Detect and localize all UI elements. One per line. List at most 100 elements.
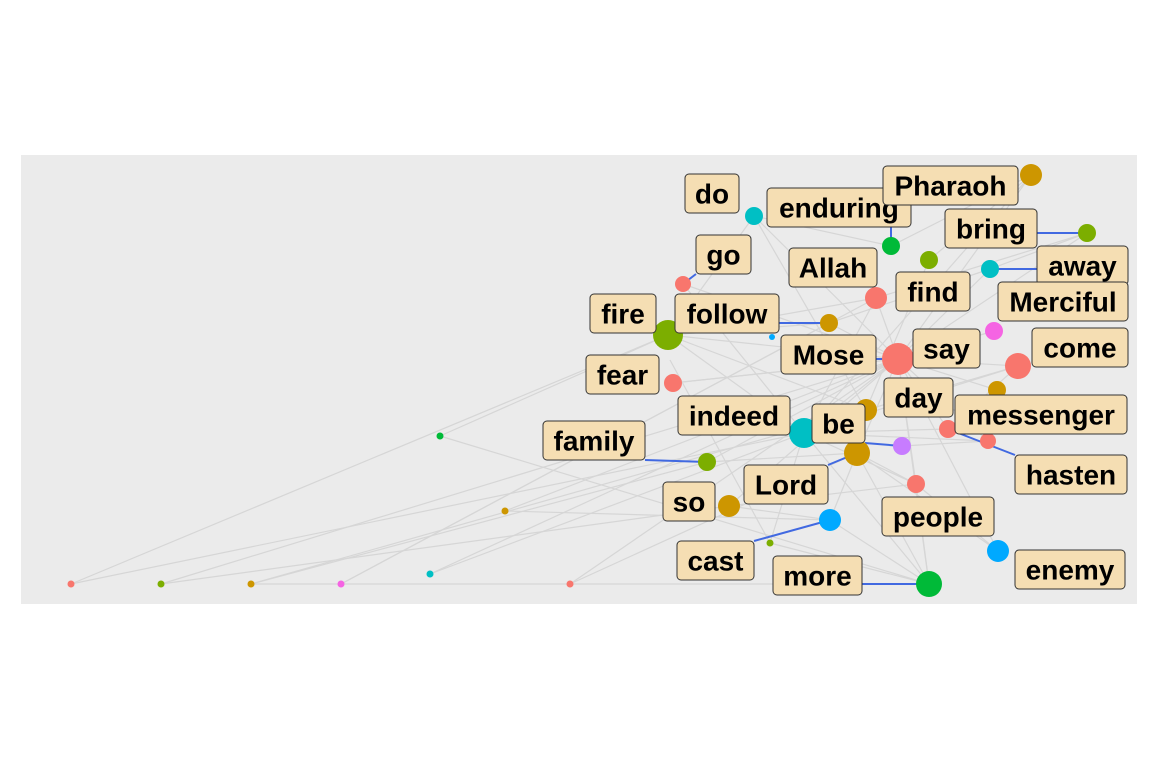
label-box — [542, 420, 646, 461]
label-text: find — [907, 277, 958, 308]
label-box — [788, 247, 878, 288]
label-text: say — [923, 334, 970, 365]
label-box — [589, 293, 657, 334]
label-text: enemy — [1026, 555, 1115, 586]
label-text: enduring — [779, 193, 899, 224]
node-say — [1005, 353, 1031, 379]
label-pharaoh: Pharaoh — [882, 165, 1019, 206]
label-mose: Mose — [780, 334, 877, 375]
label-box — [895, 271, 971, 312]
node-follow — [820, 314, 838, 332]
node-be — [893, 437, 911, 455]
label-day: day — [883, 377, 954, 418]
network-edge — [429, 358, 899, 575]
label-hasten: hasten — [1014, 454, 1128, 495]
network-edge — [753, 215, 867, 411]
label-box — [585, 354, 660, 395]
label-text: go — [706, 240, 740, 271]
label-text: Allah — [799, 253, 867, 284]
label-indeed: indeed — [677, 395, 791, 436]
label-text: day — [894, 383, 943, 414]
network-node-small — [426, 570, 434, 578]
label-text: follow — [687, 299, 768, 330]
network-edge — [70, 334, 669, 585]
network-edge — [569, 358, 899, 585]
label-text: away — [1048, 251, 1117, 282]
label-text: do — [695, 179, 729, 210]
node-people — [907, 475, 925, 493]
label-box — [695, 234, 752, 275]
network-edge — [706, 452, 858, 463]
label-text: fire — [601, 299, 645, 330]
label-box — [674, 293, 780, 334]
label-fear: fear — [585, 354, 660, 395]
label-enemy: enemy — [1014, 549, 1126, 590]
node-enduring — [882, 237, 900, 255]
label-away: away — [1036, 245, 1129, 286]
label-fire: fire — [589, 293, 657, 334]
label-text: family — [554, 426, 635, 457]
network-edge — [897, 174, 1032, 360]
label-text: Mose — [793, 340, 865, 371]
label-text: be — [822, 409, 855, 440]
label-box — [676, 540, 755, 581]
label-text: indeed — [689, 401, 779, 432]
network-edge — [429, 432, 805, 575]
label-box — [766, 187, 912, 228]
network-node-small — [769, 334, 775, 340]
node-fear — [664, 374, 682, 392]
node-more — [916, 571, 942, 597]
network-node-small — [337, 580, 345, 588]
label-text: messenger — [967, 400, 1115, 431]
label-box — [780, 334, 877, 375]
node-away — [981, 260, 999, 278]
label-box — [912, 328, 981, 369]
label-box — [883, 377, 954, 418]
label-allah: Allah — [788, 247, 878, 288]
node-go — [675, 276, 691, 292]
label-people: people — [881, 496, 995, 537]
label-messenger: messenger — [954, 394, 1128, 435]
network-edge — [829, 519, 930, 585]
label-cast: cast — [676, 540, 755, 581]
network-node-small — [67, 580, 75, 588]
node-mose — [882, 343, 914, 375]
network-edge — [250, 409, 867, 585]
node-cast — [819, 509, 841, 531]
network-edge — [250, 461, 708, 585]
label-box — [743, 464, 829, 505]
network-edge — [803, 432, 930, 585]
node-bring — [1078, 224, 1096, 242]
network-edge — [669, 359, 771, 544]
node-so — [718, 495, 740, 517]
node-pharaoh — [1020, 164, 1042, 186]
label-box — [811, 403, 866, 444]
label-find: find — [895, 271, 971, 312]
label-do: do — [684, 173, 740, 214]
network-edge — [439, 334, 669, 437]
label-text: cast — [687, 546, 743, 577]
label-merciful: Merciful — [997, 281, 1129, 322]
label-text: Merciful — [1009, 287, 1116, 318]
node-merciful — [985, 322, 1003, 340]
label-box — [662, 481, 716, 522]
label-be: be — [811, 403, 866, 444]
label-box — [954, 394, 1128, 435]
label-bring: bring — [944, 208, 1038, 249]
label-say: say — [912, 328, 981, 369]
label-text: Pharaoh — [894, 171, 1006, 202]
label-box — [677, 395, 791, 436]
network-node-small — [436, 432, 444, 440]
network-node-small — [766, 539, 774, 547]
node-lord — [844, 440, 870, 466]
node-messenger — [980, 433, 996, 449]
label-family: family — [542, 420, 646, 461]
leader-line-cast — [753, 519, 831, 542]
network-node-small — [247, 580, 255, 588]
label-text: hasten — [1026, 460, 1116, 491]
label-box — [1014, 549, 1126, 590]
label-text: Lord — [755, 470, 817, 501]
label-box — [944, 208, 1038, 249]
label-go: go — [695, 234, 752, 275]
